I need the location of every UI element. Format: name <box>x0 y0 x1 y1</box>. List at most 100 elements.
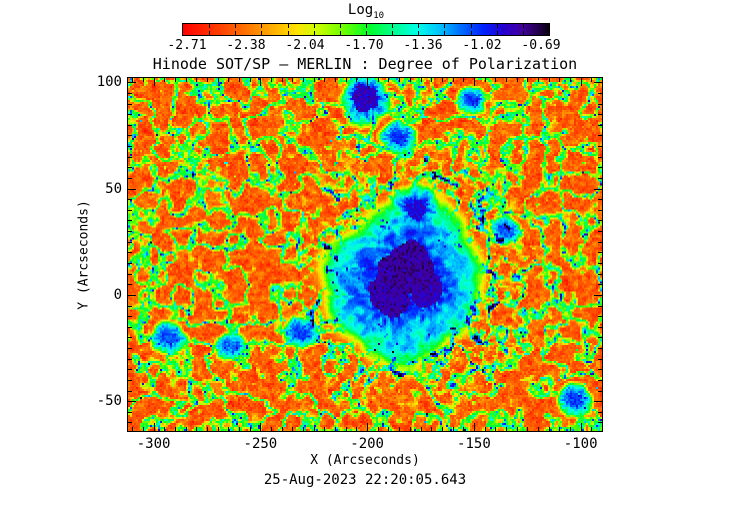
axis-tick <box>128 146 132 147</box>
axis-tick <box>495 427 496 431</box>
axis-tick <box>453 78 454 82</box>
axis-tick <box>186 78 187 82</box>
colorbar-tick <box>287 24 289 28</box>
axis-tick <box>314 78 315 82</box>
axis-tick <box>303 78 304 82</box>
axis-tick <box>598 157 602 158</box>
axis-tick <box>598 380 602 381</box>
y-tick-label: 50 <box>105 180 122 197</box>
axis-tick <box>128 114 132 115</box>
axis-tick <box>594 189 602 190</box>
axis-tick <box>346 78 347 82</box>
colorbar-tick-label: -1.70 <box>344 38 384 53</box>
colorbar-tick <box>418 24 420 28</box>
axis-tick <box>598 114 602 115</box>
axis-tick <box>128 359 132 360</box>
axis-tick <box>399 427 400 431</box>
axis-tick <box>598 252 602 253</box>
axis-tick <box>598 167 602 168</box>
axis-tick <box>128 348 132 349</box>
axis-tick <box>474 423 475 431</box>
x-tick-label: -300 <box>136 436 171 452</box>
colorbar-tick-label: -1.02 <box>462 38 502 53</box>
axis-tick <box>598 93 602 94</box>
axis-tick <box>378 78 379 82</box>
plot-title: Hinode SOT/SP — MERLIN : Degree of Polar… <box>152 55 578 73</box>
colorbar-tick-label: -2.71 <box>167 38 207 53</box>
axis-tick <box>388 78 389 82</box>
axis-tick <box>527 427 528 431</box>
colorbar-tick <box>522 24 524 28</box>
axis-tick <box>292 427 293 431</box>
axis-tick <box>598 284 602 285</box>
axis-tick <box>485 427 486 431</box>
colorbar-tick <box>261 31 263 35</box>
axis-tick <box>132 427 133 431</box>
x-tick-label: -250 <box>243 436 278 452</box>
axis-tick <box>164 78 165 82</box>
axis-tick <box>594 82 602 83</box>
axis-tick <box>559 78 560 82</box>
axis-tick <box>128 380 132 381</box>
axis-tick <box>128 284 132 285</box>
x-tick-label: -100 <box>563 436 598 452</box>
axis-tick <box>303 427 304 431</box>
axis-tick <box>128 316 132 317</box>
axis-tick <box>421 427 422 431</box>
axis-tick <box>463 78 464 82</box>
axis-tick <box>598 178 602 179</box>
polarization-heatmap-canvas <box>128 78 602 431</box>
axis-tick <box>128 337 132 338</box>
axis-tick <box>453 427 454 431</box>
colorbar-tick <box>470 31 472 35</box>
axis-tick <box>598 125 602 126</box>
plot-frame <box>127 77 603 432</box>
axis-tick <box>128 220 132 221</box>
colorbar-tick <box>209 24 211 28</box>
axis-tick <box>598 327 602 328</box>
axis-tick <box>292 78 293 82</box>
axis-tick <box>356 78 357 82</box>
colorbar-tick <box>339 24 341 28</box>
colorbar-tick <box>235 31 237 35</box>
axis-tick <box>431 78 432 82</box>
axis-tick <box>367 78 368 86</box>
axis-tick <box>250 427 251 431</box>
colorbar-tick <box>366 24 367 28</box>
x-axis-label: X (Arcseconds) <box>310 453 420 468</box>
colorbar-tick <box>235 24 237 28</box>
axis-tick <box>442 78 443 82</box>
axis-tick <box>218 78 219 82</box>
axis-tick <box>410 427 411 431</box>
axis-tick <box>581 78 582 86</box>
axis-tick <box>598 274 602 275</box>
axis-tick <box>128 306 132 307</box>
axis-tick <box>594 295 602 296</box>
y-tick-label: 0 <box>113 286 122 303</box>
axis-tick <box>495 78 496 82</box>
colorbar-tick <box>339 31 341 35</box>
axis-tick <box>132 78 133 82</box>
axis-tick <box>228 427 229 431</box>
axis-tick <box>570 78 571 82</box>
colorbar-tick-label: -1.36 <box>403 38 443 53</box>
axis-tick <box>128 210 132 211</box>
axis-tick <box>598 412 602 413</box>
axis-tick <box>128 242 132 243</box>
axis-tick <box>128 412 132 413</box>
axis-tick <box>250 78 251 82</box>
timestamp: 25-Aug-2023 22:20:05.643 <box>263 472 467 488</box>
axis-tick <box>260 423 261 431</box>
axis-tick <box>598 135 602 136</box>
axis-tick <box>346 427 347 431</box>
axis-tick <box>598 104 602 105</box>
axis-tick <box>388 427 389 431</box>
axis-tick <box>196 78 197 82</box>
axis-tick <box>598 231 602 232</box>
colorbar-tick <box>522 31 524 35</box>
axis-tick <box>598 337 602 338</box>
axis-tick <box>506 78 507 82</box>
axis-tick <box>598 348 602 349</box>
axis-tick <box>549 78 550 82</box>
